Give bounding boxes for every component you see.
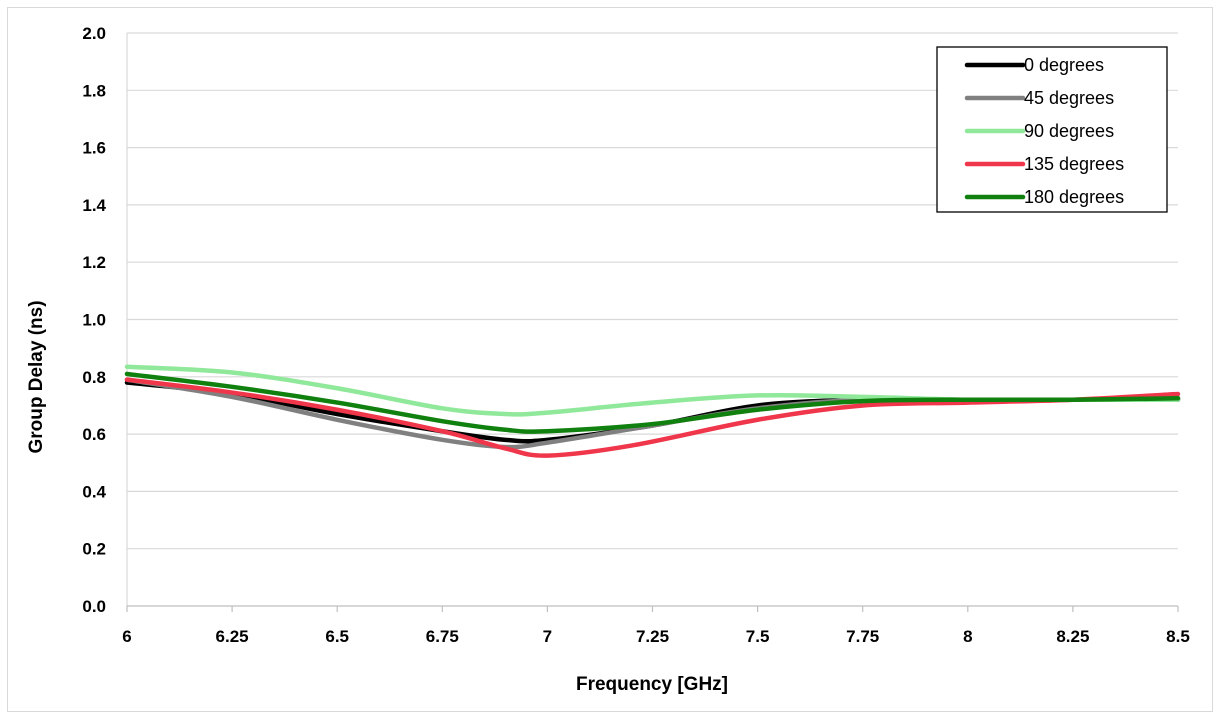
legend-label-135-degrees: 135 degrees <box>1024 154 1124 174</box>
legend: 0 degrees 45 degrees 90 degrees 135 degrees… <box>936 46 1168 213</box>
y-tick-label: 2.0 <box>82 24 106 43</box>
series-line-135-degrees <box>124 377 1181 458</box>
axis-layer: 0.0 0.2 0.4 0.6 0.8 1.0 1.2 1.4 1.6 1.8 2.0 6 6.25 6.… <box>82 24 1189 646</box>
x-tick-label: 8.25 <box>1056 627 1089 646</box>
y-tick-label: 1.4 <box>82 196 106 215</box>
series-line-45-degrees <box>124 377 1181 450</box>
y-tick-label: 1.0 <box>82 311 106 330</box>
x-axis-title: Frequency [GHz] <box>576 674 728 695</box>
x-tick-label: 7.75 <box>846 627 879 646</box>
x-tick-label: 6 <box>122 627 131 646</box>
x-tick-label: 6.75 <box>426 627 459 646</box>
legend-label-90-degrees: 90 degrees <box>1024 121 1114 141</box>
y-tick-label: 1.8 <box>82 81 106 100</box>
y-tick-label: 0.0 <box>82 597 106 616</box>
legend-label-180-degrees: 180 degrees <box>1024 187 1124 207</box>
series-line-0-degrees <box>124 380 1181 444</box>
series-layer <box>124 364 1181 458</box>
x-tick-label: 8 <box>963 627 972 646</box>
x-tick-label: 6.5 <box>325 627 349 646</box>
series-line-180-degrees <box>124 371 1181 434</box>
y-tick-label: 0.8 <box>82 368 106 387</box>
legend-label-45-degrees: 45 degrees <box>1024 88 1114 108</box>
legend-label-0-degrees: 0 degrees <box>1024 55 1104 75</box>
y-tick-label: 0.6 <box>82 425 106 444</box>
y-axis-title: Group Delay (ns) <box>26 300 47 453</box>
y-tick-label: 1.6 <box>82 139 106 158</box>
y-tick-label: 0.2 <box>82 540 106 559</box>
x-tick-label: 6.25 <box>216 627 249 646</box>
x-tick-label: 8.5 <box>1166 627 1190 646</box>
x-tick-label: 7.5 <box>746 627 770 646</box>
x-tick-label: 7 <box>543 627 552 646</box>
y-tick-label: 0.4 <box>82 482 106 501</box>
y-tick-label: 1.2 <box>82 253 106 272</box>
x-tick-label: 7.25 <box>636 627 669 646</box>
